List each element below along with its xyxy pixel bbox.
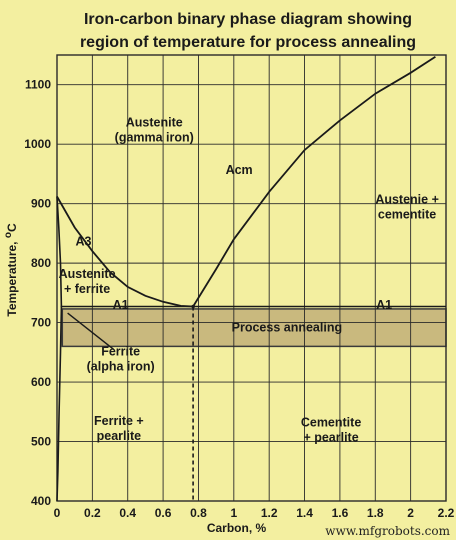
y-tick-label: 600 (31, 375, 51, 389)
y-tick-label: 700 (31, 316, 51, 330)
region-label: Acm (226, 163, 253, 177)
region-label: Austenite (gamma iron) (115, 115, 194, 144)
y-tick-label: 400 (31, 494, 51, 508)
y-axis-label: Temperature, oC (3, 223, 19, 317)
x-tick-label: 0.8 (190, 506, 207, 520)
chart-title-line-2: region of temperature for process anneal… (79, 34, 417, 51)
chart-title: Iron-carbon binary phase diagram showing… (40, 8, 456, 54)
process-annealing-band (61, 308, 447, 348)
y-tick-label: 800 (31, 256, 51, 270)
x-tick-label: 0.2 (84, 506, 101, 520)
plot-frame (56, 54, 447, 502)
series-line-a3 (56, 196, 194, 308)
x-tick-label: 1.6 (332, 506, 349, 520)
y-tick-label: 1100 (25, 78, 51, 92)
y-tick-label: 1000 (24, 137, 51, 151)
region-label: A3 (76, 234, 92, 248)
ferrite-pointer-line (67, 312, 115, 350)
phase-boundary-line (56, 196, 63, 307)
x-tick-label: 2.2 (438, 506, 455, 520)
x-axis-label: Carbon, % (207, 521, 267, 535)
chart-title-line-1: Iron-carbon binary phase diagram showing (83, 11, 413, 28)
region-label: Cementite + pearlite (301, 416, 361, 445)
region-label: A1 (376, 298, 392, 312)
region-label: Ferrite (alpha iron) (87, 344, 155, 373)
eutectoid-point (191, 304, 195, 309)
x-tick-label: 0.4 (119, 506, 136, 520)
process-annealing-label: Process annealing (232, 321, 342, 335)
region-label: A1 (113, 298, 129, 312)
phase-boundary-line (56, 306, 63, 502)
x-tick-label: 0 (54, 506, 61, 520)
x-tick-label: 1.2 (261, 506, 278, 520)
y-tick-label: 500 (31, 435, 51, 449)
y-tick-label: 900 (31, 197, 51, 211)
x-tick-label: 1.4 (296, 506, 313, 520)
x-tick-label: 1.8 (367, 506, 384, 520)
x-tick-label: 0.6 (155, 506, 172, 520)
watermark: www.mfgrobots.com (325, 524, 450, 538)
region-label: Austenite + ferrite (59, 267, 116, 296)
region-label: Austenie + cementite (375, 193, 439, 222)
x-tick-label: 1 (230, 506, 237, 520)
x-tick-label: 2 (407, 506, 414, 520)
region-label: Ferrite + pearlite (94, 414, 144, 443)
series-line-acm (192, 56, 436, 307)
